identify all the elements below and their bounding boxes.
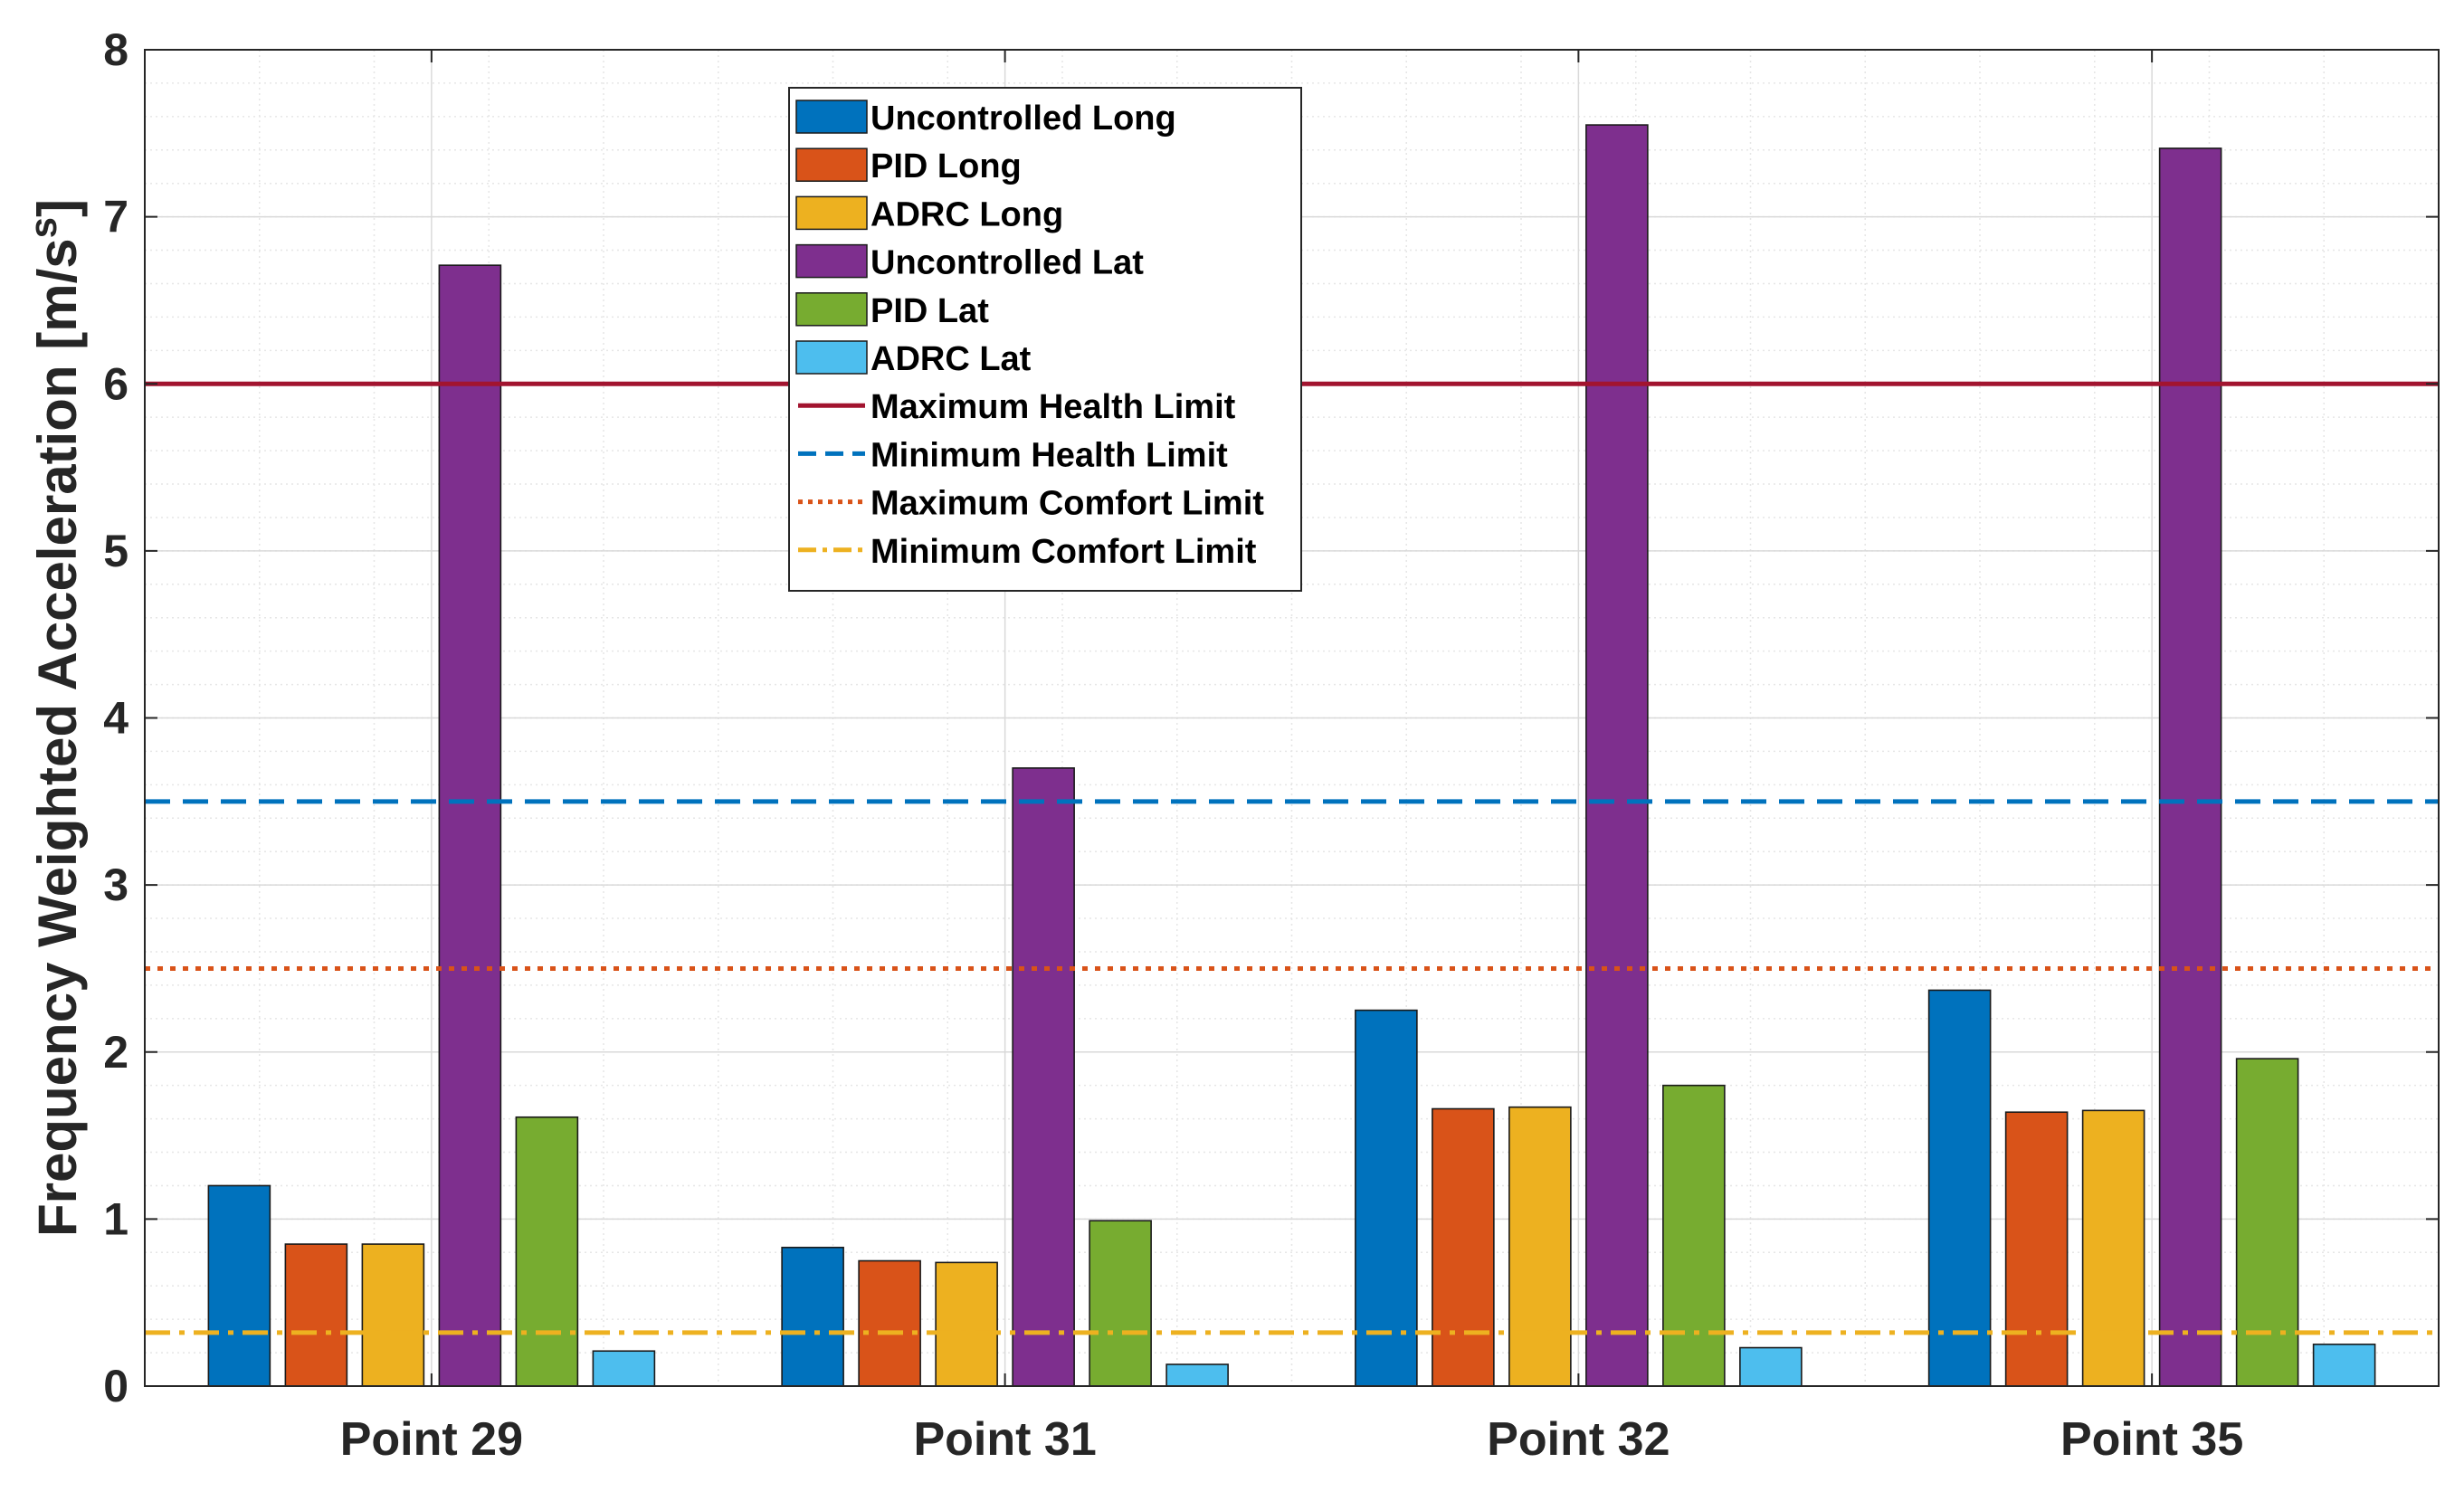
legend-label: Minimum Health Limit — [870, 436, 1228, 474]
bar-uncontrolled-lat-point-29 — [438, 264, 502, 1387]
bar-pid-long-point-32 — [1432, 1107, 1495, 1387]
bar-pid-lat-point-31 — [1089, 1220, 1152, 1387]
bar-uncontrolled-lat-point-35 — [2158, 147, 2222, 1387]
legend-box — [788, 87, 1302, 592]
legend-label: Maximum Comfort Limit — [870, 485, 1264, 523]
x-tick-label: Point 29 — [340, 1413, 523, 1466]
bar-uncontrolled-lat-point-31 — [1012, 767, 1075, 1387]
y-axis-title: Frequency Weighted Acceleration [m/ss] — [22, 199, 88, 1237]
legend-label: Minimum Comfort Limit — [870, 533, 1257, 571]
legend-label: PID Long — [870, 147, 1022, 185]
legend-swatch — [795, 100, 868, 134]
x-axis-ticks: Point 29 Point 31 Point 32 Point 35 — [340, 50, 2243, 1466]
legend-label: ADRC Long — [870, 195, 1063, 233]
y-axis-ticks: 0 1 2 3 4 5 6 7 8 — [103, 24, 2439, 1411]
y-tick-label: 8 — [103, 24, 128, 75]
legend-swatch — [795, 340, 868, 375]
legend-label: PID Lat — [870, 292, 989, 330]
bar-adrc-long-point-32 — [1508, 1106, 1572, 1387]
x-tick-label: Point 32 — [1487, 1413, 1670, 1466]
y-tick-label: 6 — [103, 358, 128, 409]
legend: Uncontrolled Long PID Long ADRC Long Uncont… — [788, 87, 1302, 592]
bar-uncontrolled-long-point-35 — [1927, 989, 1992, 1387]
bar-adrc-lat-point-32 — [1739, 1346, 1803, 1387]
bar-adrc-lat-point-31 — [1165, 1363, 1229, 1387]
y-tick-label: 5 — [103, 526, 128, 576]
legend-swatch — [795, 243, 868, 279]
y-tick-label: 3 — [103, 860, 128, 910]
y-axis-title-text: Frequency Weighted Acceleration [m/s — [27, 238, 88, 1237]
y-tick-label: 4 — [103, 693, 128, 744]
legend-label: Maximum Health Limit — [870, 388, 1236, 426]
bar-uncontrolled-long-point-32 — [1355, 1009, 1418, 1387]
legend-label: Uncontrolled Long — [870, 100, 1176, 138]
bar-uncontrolled-long-point-29 — [207, 1184, 271, 1387]
legend-swatch — [795, 147, 868, 182]
bar-adrc-long-point-35 — [2081, 1109, 2145, 1387]
y-axis-title-suffix: ] — [27, 199, 88, 217]
bar-adrc-lat-point-29 — [592, 1350, 656, 1387]
x-tick-label: Point 35 — [2060, 1413, 2243, 1466]
x-tick-label: Point 31 — [913, 1413, 1096, 1466]
bar-pid-lat-point-32 — [1662, 1084, 1726, 1387]
bar-pid-lat-point-35 — [2235, 1058, 2299, 1387]
legend-swatch — [795, 292, 868, 327]
bar-pid-long-point-35 — [2004, 1111, 2069, 1387]
bar-adrc-long-point-29 — [361, 1243, 425, 1387]
bar-pid-lat-point-29 — [515, 1116, 579, 1387]
legend-swatch — [795, 195, 868, 231]
legend-label: ADRC Lat — [870, 340, 1032, 378]
y-tick-label: 1 — [103, 1193, 128, 1244]
legend-label: Uncontrolled Lat — [870, 244, 1144, 282]
bar-pid-long-point-29 — [284, 1243, 348, 1387]
y-axis-title-superscript: s — [22, 217, 64, 238]
bar-adrc-long-point-31 — [935, 1261, 998, 1387]
bar-uncontrolled-long-point-31 — [781, 1246, 844, 1387]
bar-uncontrolled-lat-point-32 — [1585, 124, 1649, 1387]
y-tick-label: 0 — [103, 1361, 128, 1411]
bar-adrc-lat-point-35 — [2312, 1344, 2376, 1387]
y-tick-label: 2 — [103, 1027, 128, 1078]
bar-pid-long-point-31 — [858, 1259, 921, 1387]
y-tick-label: 7 — [103, 192, 128, 242]
